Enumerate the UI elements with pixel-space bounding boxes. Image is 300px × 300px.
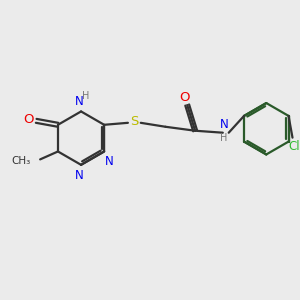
Text: O: O [179,91,190,103]
Text: S: S [130,115,138,128]
Text: O: O [23,113,34,126]
Text: N: N [219,118,228,131]
Text: CH₃: CH₃ [11,156,30,167]
Text: Cl: Cl [289,140,300,153]
Text: N: N [75,95,83,108]
Text: H: H [82,91,90,100]
Text: N: N [75,169,83,182]
Text: H: H [220,133,227,142]
Text: N: N [105,155,113,168]
